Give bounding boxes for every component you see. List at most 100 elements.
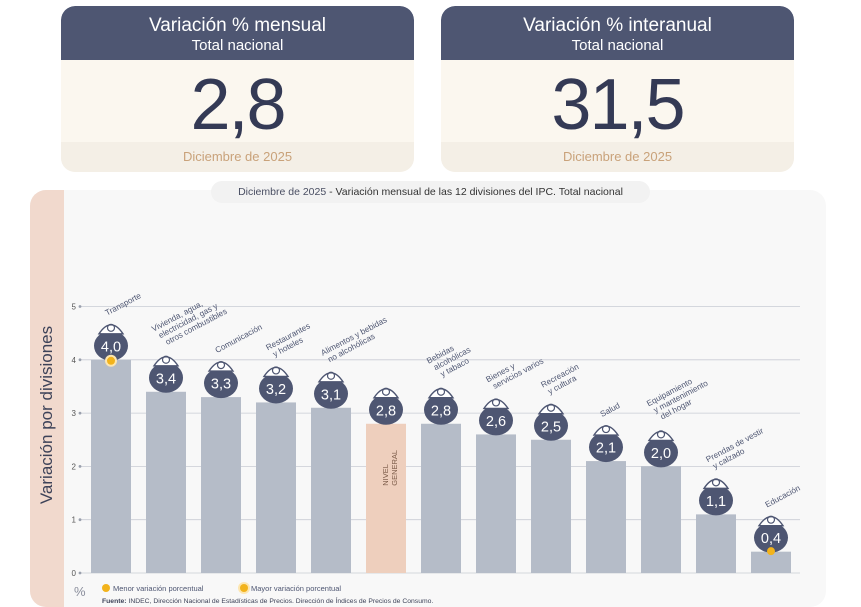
- food-icon: [317, 372, 345, 383]
- card-subtitle: Total nacional: [571, 37, 664, 54]
- card-period: Diciembre de 2025: [441, 142, 794, 172]
- category-label: Vivienda, agua,electricidad, gas yotros …: [150, 291, 228, 350]
- transport-icon: [106, 323, 116, 332]
- bar: [751, 551, 791, 573]
- value-label: 0,4: [761, 531, 781, 547]
- card-period: Diciembre de 2025: [61, 142, 414, 172]
- y-tick-label: 3: [72, 409, 77, 418]
- y-tick-label: 1: [72, 516, 77, 525]
- category-label: Transporte: [104, 291, 143, 318]
- source-text: INDEC, Dirección Nacional de Estadística…: [126, 598, 434, 605]
- category-label-line: Transporte: [104, 291, 143, 318]
- legend-max: Mayor variación porcentual: [240, 584, 341, 593]
- wine-icon: [427, 388, 455, 399]
- bar: [586, 461, 626, 573]
- value-label: 2,5: [541, 419, 561, 435]
- source-note: Fuente: INDEC, Dirección Nacional de Est…: [102, 598, 433, 605]
- y-axis-strip: [30, 190, 64, 607]
- category-label: Bienes yservicios varios: [484, 349, 545, 393]
- y-tick-dot: [78, 465, 82, 468]
- card-body: 31,5 Diciembre de 2025: [441, 60, 794, 172]
- food-icon: [326, 371, 336, 380]
- category-label: Bebidasalcohólicasy tabaco: [425, 337, 476, 381]
- tshirt-icon: [702, 478, 730, 490]
- value-badge: [314, 378, 348, 409]
- value-label: 3,3: [211, 377, 231, 393]
- source-label: Fuente:: [102, 598, 127, 605]
- value-badge: [589, 432, 623, 463]
- y-tick-label: 2: [72, 462, 77, 471]
- basket-icon: [372, 388, 400, 399]
- value-badge: [424, 394, 458, 425]
- value-label: 4,0: [101, 339, 121, 355]
- bar: [476, 434, 516, 573]
- chart-title-separator: -: [326, 186, 336, 198]
- appliance-icon: [647, 430, 675, 442]
- y-tick-label: 4: [72, 356, 77, 365]
- value-badge: [204, 368, 238, 399]
- y-tick-label: 0: [72, 569, 77, 578]
- value-badge: [149, 362, 183, 393]
- max-marker-icon: [240, 584, 248, 592]
- category-label: Educación: [764, 483, 802, 509]
- tshirt-icon: [711, 478, 721, 487]
- category-label: Salud: [599, 401, 622, 419]
- category-label-line: Salud: [599, 401, 622, 419]
- bar: [641, 466, 681, 573]
- y-tick-dot: [78, 518, 82, 522]
- appliance-icon: [656, 430, 666, 439]
- value-badge: [369, 394, 403, 425]
- chart-title: Diciembre de 2025 - Variación mensual de…: [211, 181, 650, 203]
- value-badge: [534, 410, 568, 441]
- value-label: 2,0: [651, 446, 671, 462]
- health-cross-icon: [592, 425, 620, 436]
- bar: [311, 407, 351, 573]
- card-value: 2,8: [190, 65, 286, 145]
- basket-icon: [381, 387, 391, 396]
- category-label: Recreacióny cultura: [539, 362, 584, 398]
- value-label: 3,2: [266, 382, 286, 398]
- bar: [91, 359, 131, 573]
- phone-icon: [207, 361, 235, 372]
- interannual-variation-card: Variación % interanual Total nacional 31…: [441, 6, 794, 172]
- min-marker-icon: [102, 584, 110, 592]
- legend-min: Menor variación porcentual: [102, 584, 203, 593]
- card-title: Variación % interanual: [523, 15, 712, 36]
- lightbulb-icon: [152, 356, 180, 367]
- bar: [366, 423, 406, 573]
- card-header: Variación % interanual Total nacional: [441, 6, 794, 60]
- category-label-line: Educación: [764, 483, 802, 509]
- notebook-icon: [757, 515, 785, 527]
- category-label: Alimentos y bebidasno alcohólicas: [319, 315, 392, 365]
- category-label: Restaurantesy hoteles: [264, 321, 315, 360]
- lightbulb-icon: [161, 355, 171, 364]
- value-label: 2,6: [486, 414, 506, 430]
- card-body: 2,8 Diciembre de 2025: [61, 60, 414, 172]
- category-label: Equipamientoy mantenimientodel hogar: [645, 371, 714, 425]
- legend-max-label: Mayor variación porcentual: [251, 584, 342, 593]
- value-label: 3,1: [321, 387, 341, 403]
- legend-min-label: Menor variación porcentual: [113, 584, 204, 593]
- y-tick-dot: [78, 305, 82, 308]
- cutlery-icon: [271, 366, 281, 375]
- monthly-variation-card: Variación % mensual Total nacional 2,8 D…: [61, 6, 414, 172]
- y-tick-dot: [78, 358, 82, 362]
- transport-icon: [97, 324, 125, 335]
- y-axis-unit: %: [74, 584, 86, 599]
- health-cross-icon: [601, 424, 611, 434]
- comb-icon: [482, 398, 510, 410]
- card-header: Variación % mensual Total nacional: [61, 6, 414, 60]
- category-label-line: Comunicación: [214, 322, 264, 355]
- y-tick-dot: [78, 571, 82, 575]
- max-marker: [107, 356, 115, 365]
- value-label: 2,8: [376, 403, 396, 419]
- value-badge: [94, 330, 128, 361]
- value-label: 1,1: [706, 494, 726, 510]
- category-label: Prendas de vestiry calzado: [704, 426, 769, 472]
- chart-title-period: Diciembre de 2025: [238, 186, 327, 198]
- phone-icon: [216, 361, 226, 370]
- nivel-general-line: GENERAL: [390, 450, 399, 486]
- min-marker: [767, 547, 775, 556]
